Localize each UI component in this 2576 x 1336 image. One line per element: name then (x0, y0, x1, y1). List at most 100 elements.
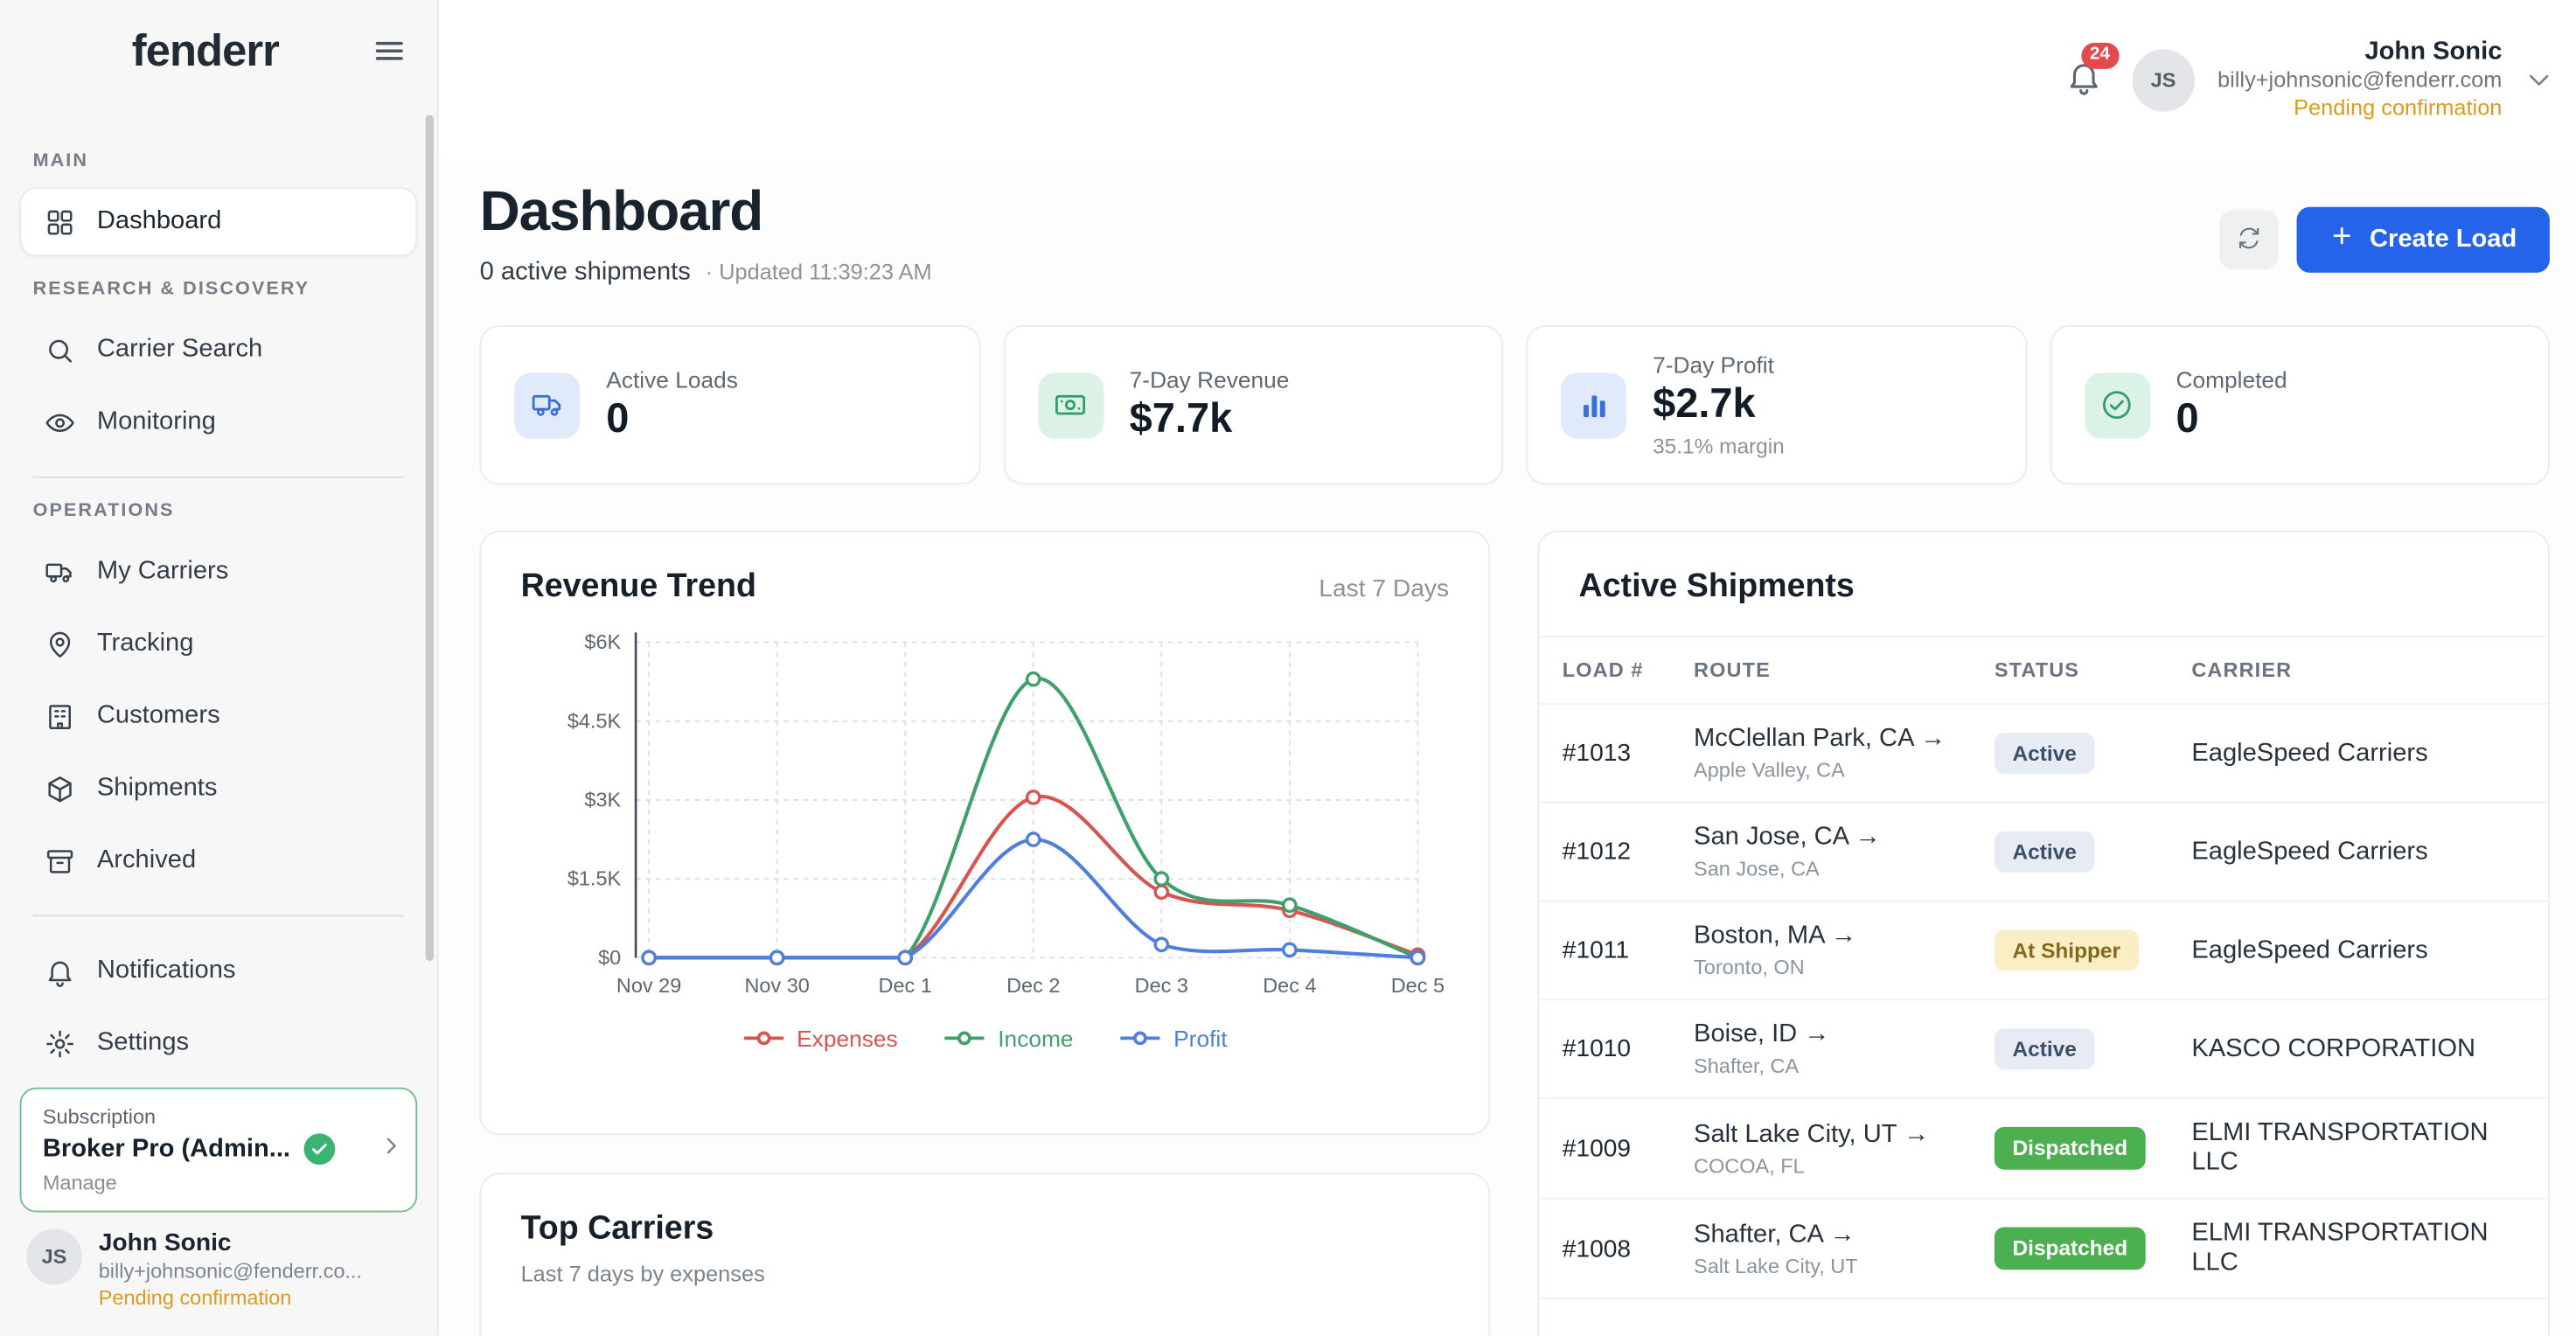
chevron-down-icon[interactable] (2525, 66, 2553, 94)
table-row[interactable]: #1011 Boston, MA → Toronto, ON At Shippe… (1539, 902, 2549, 1001)
carrier-name: ELMI TRANSPORTATION LLC (2191, 1219, 2489, 1277)
table-column-header: CARRIER (2191, 658, 2293, 682)
table-column-header: LOAD # (1562, 658, 1644, 682)
refresh-button[interactable] (2220, 210, 2280, 270)
route-cell: Salt Lake City, UT → COCOA, FL (1694, 1120, 1995, 1178)
topbar: 24 JS John Sonic billy+johnsonic@fenderr… (438, 0, 2576, 160)
main-area: 24 JS John Sonic billy+johnsonic@fenderr… (438, 0, 2576, 1336)
route-cell: Boston, MA → Toronto, ON (1694, 922, 1995, 979)
top-carriers-card: Top Carriers Last 7 days by expenses (479, 1172, 1491, 1336)
route-destination: Salt Lake City, UT (1694, 1254, 1858, 1277)
svg-text:Dec 1: Dec 1 (879, 974, 932, 997)
search-icon (43, 333, 76, 366)
check-circle-icon (303, 1134, 335, 1166)
sidebar-item-shipments[interactable]: Shipments (20, 754, 418, 823)
sidebar-item-label: Dashboard (96, 206, 222, 235)
sidebar-item-settings[interactable]: Settings (20, 1009, 418, 1072)
sidebar: fenderr MAIN Dashboard RESEARCH & DISCOV… (0, 0, 439, 1336)
sidebar-item-label: Carrier Search (96, 335, 263, 364)
chart-legend: Expenses Income Profit (521, 1026, 1450, 1052)
sidebar-item-label: Customers (96, 701, 220, 730)
legend-marker-icon (744, 1031, 784, 1046)
sidebar-scrollbar[interactable] (425, 115, 435, 962)
revenue-trend-range: Last 7 Days (1319, 574, 1450, 603)
legend-item[interactable]: Profit (1119, 1025, 1228, 1052)
stat-label: 7-Day Profit (1653, 351, 1774, 378)
svg-text:$0: $0 (598, 946, 621, 969)
carrier-name: KASCO CORPORATION (2191, 1033, 2476, 1062)
active-shipments-count: 0 active shipments (479, 258, 691, 287)
sidebar-item-my-carriers[interactable]: My Carriers (20, 537, 418, 606)
route-destination: COCOA, FL (1694, 1154, 1805, 1178)
svg-text:$1.5K: $1.5K (567, 867, 622, 890)
legend-label: Profit (1173, 1025, 1228, 1052)
avatar: JS (26, 1229, 82, 1285)
legend-item[interactable]: Expenses (742, 1026, 898, 1052)
route-origin: Boise, ID → (1694, 1019, 1830, 1048)
sidebar-section-label: RESEARCH & DISCOVERY (32, 279, 310, 299)
notifications-bell-button[interactable]: 24 (2064, 41, 2120, 103)
stat-value: $2.7k (1653, 380, 1756, 428)
sidebar-item-label: Tracking (96, 629, 194, 658)
sidebar-user-profile[interactable]: JS John Sonic billy+johnsonic@fenderr.co… (26, 1229, 411, 1310)
legend-marker-icon (1121, 1031, 1161, 1046)
status-cell: At Shipper (1994, 929, 2191, 972)
table-row[interactable]: #1008 Shafter, CA → Salt Lake City, UT D… (1539, 1200, 2549, 1300)
status-cell: Dispatched (1994, 1127, 2191, 1170)
route-origin: Boston, MA → (1694, 922, 1857, 950)
sidebar-item-notifications[interactable]: Notifications (20, 936, 418, 1005)
load-number: #1011 (1562, 936, 1630, 965)
sidebar-item-label: Monitoring (96, 407, 216, 435)
user-status: Pending confirmation (2294, 95, 2503, 121)
sidebar-divider (32, 476, 405, 478)
status-cell: Active (1994, 1027, 2191, 1070)
route-origin: McClellan Park, CA → (1694, 724, 1946, 753)
sidebar-item-label: Archived (96, 845, 197, 874)
load-number: #1010 (1562, 1034, 1632, 1063)
create-load-button[interactable]: Create Load (2297, 206, 2550, 273)
route-cell: Shafter, CA → Salt Lake City, UT (1694, 1220, 1995, 1277)
route-destination: Toronto, ON (1694, 956, 1805, 979)
sidebar-item-tracking[interactable]: Tracking (20, 609, 418, 678)
active-shipments-card: Active Shipments LOAD # ROUTE STATUS CARRIE… (1537, 531, 2550, 1336)
route-destination: San Jose, CA (1694, 857, 1820, 881)
table-row[interactable]: #1009 Salt Lake City, UT → COCOA, FL Dis… (1539, 1099, 2549, 1200)
package-icon (43, 772, 76, 805)
page-content: Dashboard 0 active shipments · Updated 1… (439, 159, 2576, 1336)
status-cell: Active (1994, 831, 2191, 873)
cash-icon (1037, 372, 1104, 438)
legend-item[interactable]: Income (943, 1026, 1074, 1052)
carrier-name: EagleSpeed Carriers (2191, 837, 2428, 866)
load-number: #1009 (1562, 1134, 1632, 1163)
menu-icon[interactable] (372, 33, 407, 69)
sidebar-item-monitoring[interactable]: Monitoring (20, 387, 418, 456)
sidebar-item-carrier-search[interactable]: Carrier Search (20, 316, 418, 385)
subscription-manage-link[interactable]: Manage (42, 1172, 117, 1195)
archive-icon (43, 845, 76, 878)
bars-icon (1560, 372, 1627, 438)
shipments-table-body: #1013 McClellan Park, CA → Apple Valley,… (1539, 705, 2549, 1300)
carrier-name: EagleSpeed Carriers (2191, 738, 2428, 767)
table-row[interactable]: #1010 Boise, ID → Shafter, CA Active KAS… (1539, 1000, 2549, 1100)
svg-text:Dec 3: Dec 3 (1135, 974, 1188, 997)
carrier-name: ELMI TRANSPORTATION LLC (2191, 1118, 2489, 1177)
table-row[interactable]: #1012 San Jose, CA → San Jose, CA Active… (1539, 804, 2549, 902)
sidebar-item-archived[interactable]: Archived (20, 826, 418, 895)
truck-icon (43, 555, 76, 588)
bell-icon (2064, 63, 2102, 101)
avatar[interactable]: JS (2132, 48, 2195, 111)
status-cell: Dispatched (1994, 1228, 2191, 1270)
user-email: billy+johnsonic@fenderr.co... (98, 1260, 363, 1284)
subscription-card[interactable]: Subscription Broker Pro (Admin... Manage (19, 1088, 418, 1214)
user-name: John Sonic (2364, 38, 2503, 66)
pin-icon (43, 628, 76, 661)
stat-value: 0 (2176, 396, 2199, 443)
stat-label: Active Loads (606, 366, 738, 393)
sidebar-item-dashboard[interactable]: Dashboard (19, 187, 418, 257)
notification-count-badge: 24 (2080, 41, 2120, 68)
sidebar-item-label: Shipments (96, 773, 218, 802)
table-row[interactable]: #1013 McClellan Park, CA → Apple Valley,… (1539, 705, 2549, 804)
sidebar-item-customers[interactable]: Customers (20, 682, 418, 751)
revenue-trend-card: Revenue Trend Last 7 Days $6K $4.5K $3K $1.… (479, 531, 1491, 1136)
route-origin: Salt Lake City, UT → (1694, 1119, 1930, 1148)
